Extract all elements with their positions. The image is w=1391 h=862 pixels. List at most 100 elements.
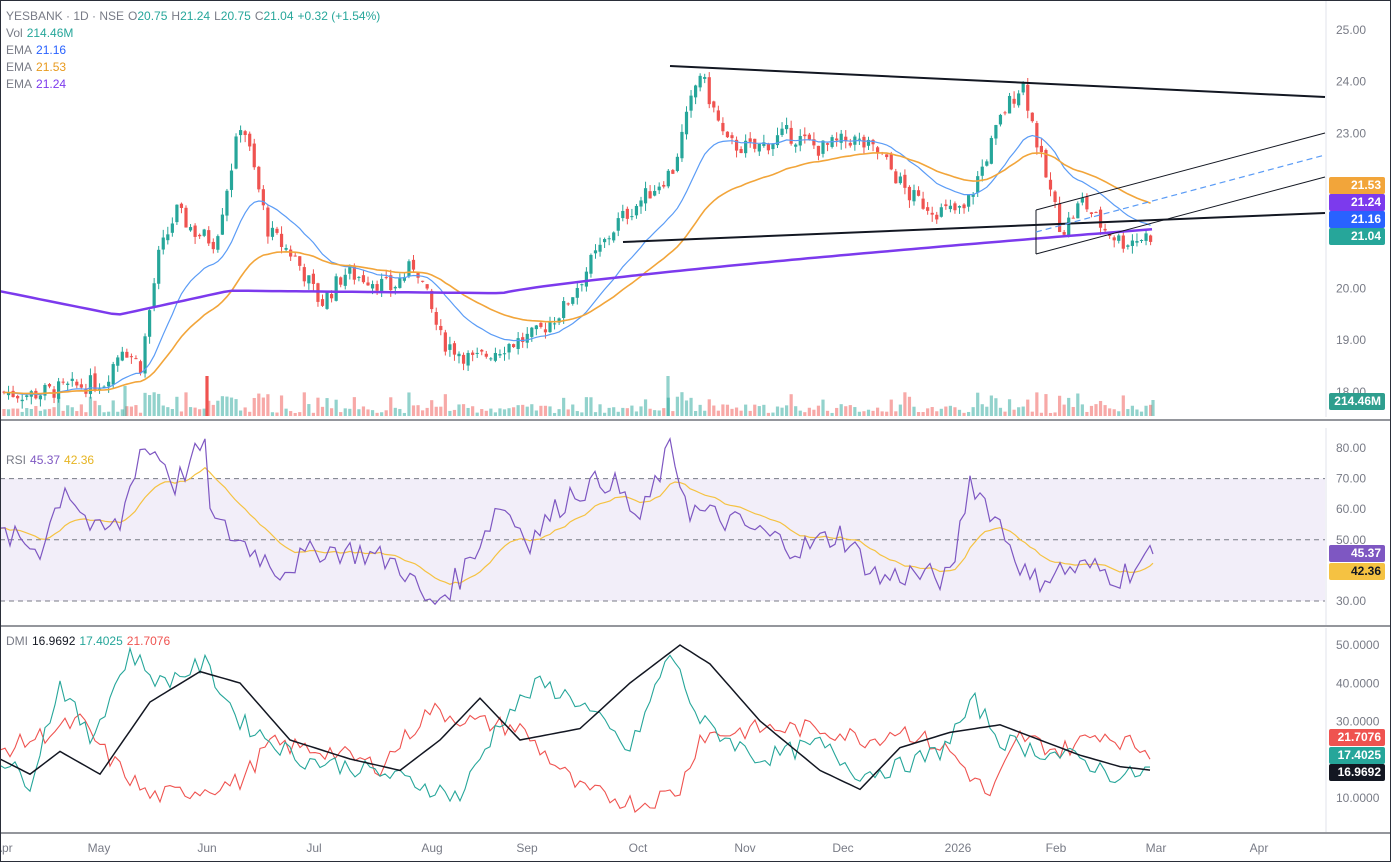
dmi-legend[interactable]: DMI 16.9692 17.4025 21.7076 [6, 633, 174, 650]
candle-body [302, 267, 306, 282]
time-tick-label: Apr [1250, 841, 1269, 855]
volume-bar [689, 397, 693, 416]
symbol-label[interactable]: YESBANK · 1D · NSE [6, 9, 125, 23]
candle-body [75, 381, 79, 386]
dmi-tick-label: 30.0000 [1336, 715, 1380, 729]
candle-body [93, 373, 97, 391]
volume-bar [29, 408, 33, 416]
candle-body [675, 156, 679, 171]
candle-body [821, 140, 825, 154]
candle-body [1094, 212, 1098, 214]
volume-bar [521, 404, 525, 416]
rsi-tick-label: 30.00 [1336, 594, 1366, 608]
candle-body [216, 236, 220, 250]
volume-bar [480, 409, 484, 416]
ema-slow-line [0, 227, 1153, 316]
volume-bar [70, 407, 74, 416]
volume-bar [816, 405, 821, 416]
candle-body [493, 352, 497, 361]
volume-bar [1048, 412, 1053, 416]
volume-bar [930, 407, 934, 416]
ema-slow-badge: 21.24 [1329, 194, 1385, 211]
volume-bar [739, 410, 743, 416]
ema-slow-row[interactable]: EMA 21.24 [6, 76, 384, 93]
candle-body [498, 353, 502, 356]
volume-bar [662, 408, 666, 416]
rsi-legend[interactable]: RSI 45.37 42.36 [6, 452, 98, 469]
volume-bar [25, 408, 29, 416]
volume-bar [948, 405, 952, 416]
candle-body [193, 225, 197, 237]
candle-body [475, 352, 479, 354]
volume-bar [193, 407, 197, 416]
ema-slow-value: 21.24 [36, 77, 67, 91]
volume-bar [107, 411, 111, 416]
candle-body [1003, 112, 1007, 114]
candle-body [648, 191, 652, 199]
volume-bar [43, 409, 47, 416]
candle-body [457, 353, 461, 357]
volume-bar [1144, 405, 1148, 416]
candle-body [680, 131, 684, 159]
candle-body [1112, 237, 1116, 241]
volume-bar [389, 397, 393, 416]
volume-bar [439, 406, 443, 416]
candle-body [998, 114, 1003, 125]
candle-body [211, 241, 215, 250]
candle-body [1030, 112, 1034, 122]
candle-body [871, 139, 875, 145]
volume-bar [721, 404, 725, 416]
volume-bar [311, 412, 315, 416]
candle-body [248, 133, 252, 147]
volume-bar [543, 405, 548, 416]
volume-bar [684, 400, 689, 416]
candle-body [343, 274, 347, 286]
volume-bar [502, 409, 507, 416]
volume-bar [530, 404, 534, 416]
candle-body [575, 288, 579, 298]
volume-bar [853, 407, 857, 416]
volume-bar [261, 397, 265, 416]
candle-body [166, 234, 170, 241]
volume-bar [1135, 409, 1139, 416]
candle-body [489, 358, 493, 360]
volume-bar [47, 408, 52, 416]
volume-bar [152, 392, 156, 416]
volume-bar [170, 409, 174, 416]
volume-bar [871, 410, 875, 416]
candle-body [284, 247, 288, 250]
dmi-adx-value: 16.9692 [32, 634, 76, 648]
time-tick-label: Nov [734, 841, 755, 855]
candle-body [630, 216, 634, 218]
volume-bar [421, 410, 425, 416]
volume-bar [994, 398, 998, 416]
candle-body [885, 154, 889, 158]
volume-bar [1094, 404, 1098, 416]
candle-body [398, 278, 402, 288]
volume-bar [498, 408, 502, 416]
volume-bar [307, 404, 311, 416]
ema-mid-row[interactable]: EMA 21.53 [6, 59, 384, 76]
volume-bar [593, 412, 598, 416]
candle-body [1144, 233, 1148, 241]
candle-body [1085, 196, 1089, 210]
vol-row[interactable]: Vol 214.46M [6, 25, 384, 42]
volume-bar [266, 394, 270, 416]
volume-bar [461, 404, 466, 416]
volume-bar [716, 410, 720, 416]
time-tick-label: Jul [306, 841, 321, 855]
ema-fast-row[interactable]: EMA 21.16 [6, 42, 384, 59]
candle-body [534, 325, 538, 330]
candle-body [320, 299, 325, 306]
candle-body [175, 204, 179, 223]
volume-bar [493, 412, 497, 416]
candle-body [898, 176, 902, 184]
volume-bar [1058, 395, 1062, 416]
volume-bar [707, 399, 711, 416]
candle-body [894, 171, 898, 184]
volume-bar [443, 394, 447, 416]
volume-spike [123, 386, 127, 416]
candle-body [257, 166, 261, 190]
volume-bar [630, 405, 634, 416]
